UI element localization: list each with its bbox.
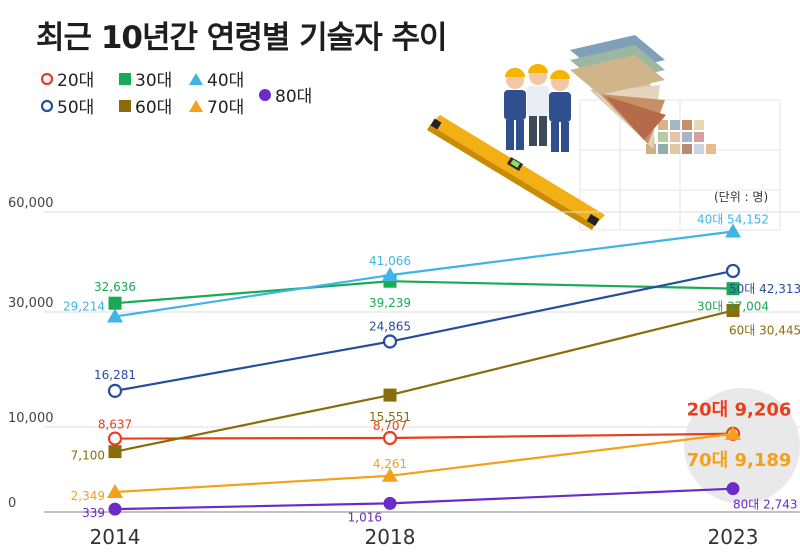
square-marker-icon bbox=[119, 99, 131, 112]
color-fan-icon bbox=[590, 75, 666, 150]
data-label: 4,261 bbox=[373, 457, 407, 471]
data-label: 29,214 bbox=[63, 300, 105, 314]
legend: 20대 30대 40대 50대 60대 70대 80대 bbox=[40, 66, 340, 126]
y-tick-label: 10,000 bbox=[8, 411, 54, 426]
data-label: 50대 42,313 bbox=[729, 282, 800, 296]
data-label: 15,551 bbox=[369, 410, 411, 424]
workers-icon bbox=[504, 64, 571, 152]
data-point bbox=[726, 482, 740, 496]
series-line bbox=[114, 309, 734, 453]
data-point bbox=[382, 430, 398, 446]
data-label: 41,066 bbox=[369, 254, 411, 268]
data-label: 2,349 bbox=[71, 489, 105, 503]
legend-item-60s: 60대 bbox=[118, 93, 172, 118]
construction-illustration bbox=[427, 35, 781, 231]
circle-open-marker-icon bbox=[40, 99, 54, 112]
data-label: 7,100 bbox=[71, 449, 105, 463]
legend-label: 70대 bbox=[207, 98, 245, 118]
data-point bbox=[382, 467, 398, 482]
triangle-marker-icon bbox=[189, 72, 203, 85]
spirit-level-icon bbox=[427, 115, 605, 230]
data-label: 30대 37,004 bbox=[697, 300, 769, 314]
tile-swatches-icon bbox=[646, 120, 716, 154]
data-label: 8,637 bbox=[98, 418, 132, 432]
data-point bbox=[382, 267, 398, 282]
legend-item-70s: 70대 bbox=[188, 93, 244, 118]
data-point bbox=[107, 383, 123, 398]
x-tick-label: 2023 bbox=[708, 525, 759, 549]
data-point bbox=[108, 296, 122, 310]
data-label: 1,016 bbox=[348, 510, 382, 524]
legend-label: 20대 bbox=[57, 71, 95, 91]
triangle-marker-icon bbox=[189, 99, 203, 112]
data-label: 40대 54,152 bbox=[697, 212, 769, 226]
data-label: 39,239 bbox=[369, 296, 411, 310]
legend-label: 60대 bbox=[135, 98, 173, 118]
legend-item-80s: 80대 bbox=[258, 82, 312, 107]
data-label: 32,636 bbox=[94, 280, 136, 294]
circle-marker-icon bbox=[259, 88, 271, 101]
y-tick-label: 60,000 bbox=[8, 196, 54, 211]
data-point bbox=[108, 445, 122, 459]
data-label: 16,281 bbox=[94, 368, 136, 382]
data-label: 24,865 bbox=[369, 320, 411, 334]
swatch-books-icon bbox=[570, 35, 665, 95]
data-point bbox=[726, 282, 740, 296]
series-line bbox=[114, 487, 734, 511]
series-line bbox=[114, 432, 734, 494]
data-label: 8,707 bbox=[373, 419, 407, 433]
legend-item-40s: 40대 bbox=[188, 66, 244, 91]
data-point bbox=[382, 334, 398, 349]
y-tick-label: 30,000 bbox=[8, 296, 54, 311]
chart-title: 최근 10년간 연령별 기술자 추이 bbox=[36, 20, 448, 56]
legend-label: 80대 bbox=[275, 87, 313, 107]
legend-label: 50대 bbox=[57, 98, 95, 118]
data-point bbox=[725, 263, 741, 279]
data-label: 20대 9,206 bbox=[687, 400, 792, 421]
data-point bbox=[725, 223, 741, 238]
unit-label: (단위 : 명) bbox=[714, 190, 769, 204]
data-point bbox=[383, 388, 397, 402]
data-label: 80대 2,743 bbox=[733, 498, 797, 512]
legend-label: 30대 bbox=[135, 71, 173, 91]
data-label: 339 bbox=[82, 506, 105, 520]
data-point bbox=[107, 431, 123, 446]
circle-open-marker-icon bbox=[40, 72, 54, 85]
data-point bbox=[108, 502, 122, 516]
x-tick-label: 2018 bbox=[365, 525, 416, 549]
legend-item-30s: 30대 bbox=[118, 66, 172, 91]
x-tick-label: 2014 bbox=[90, 525, 141, 549]
series-line bbox=[114, 432, 734, 440]
data-point bbox=[383, 496, 397, 510]
highlight-circle bbox=[684, 388, 800, 504]
legend-item-50s: 50대 bbox=[40, 93, 94, 118]
data-point bbox=[107, 308, 123, 323]
series-line bbox=[114, 230, 734, 318]
data-label: 70대 9,189 bbox=[687, 450, 792, 471]
data-label: 60대 30,445 bbox=[729, 324, 800, 338]
data-point bbox=[107, 484, 123, 499]
data-point bbox=[726, 304, 740, 318]
series-line bbox=[114, 280, 734, 305]
legend-label: 40대 bbox=[207, 71, 245, 91]
series-line bbox=[114, 269, 734, 392]
legend-item-20s: 20대 bbox=[40, 66, 94, 91]
square-marker-icon bbox=[119, 72, 131, 85]
data-point bbox=[725, 425, 741, 440]
y-tick-label: 0 bbox=[8, 496, 16, 511]
